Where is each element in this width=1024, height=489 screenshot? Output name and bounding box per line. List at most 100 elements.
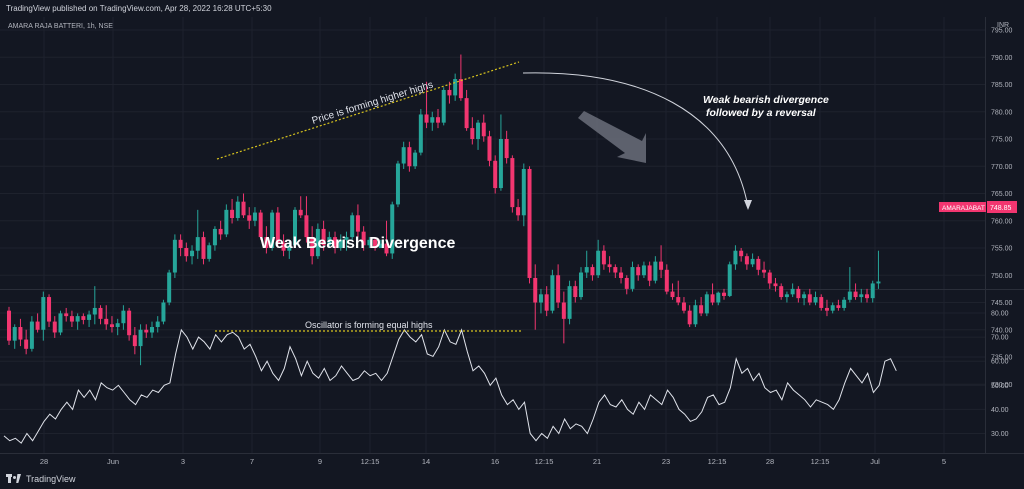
oscillator-axis[interactable]: 80.00 70.00 60.00 50.00 40.00 30.00 — [991, 311, 1009, 439]
candle — [344, 237, 349, 240]
price-tick-label: 765.00 — [991, 191, 1013, 198]
time-axis[interactable]: 28 Jun 3 7 9 12:15 14 16 12:15 21 23 12:15 28 12:15 Ju… — [40, 457, 946, 466]
time-tick-label: 12:15 — [535, 457, 554, 466]
candle — [464, 98, 469, 129]
candle — [659, 261, 664, 270]
price-tick-label: 740.00 — [991, 327, 1013, 334]
candle — [733, 250, 738, 265]
candle — [338, 239, 343, 248]
candle — [298, 209, 303, 216]
candle — [710, 294, 715, 303]
candle — [41, 297, 46, 330]
candle — [790, 288, 795, 295]
time-tick-label: 7 — [250, 457, 254, 466]
tradingview-logo[interactable]: TradingView — [6, 473, 76, 484]
candle — [167, 272, 172, 303]
time-tick-label: 23 — [662, 457, 670, 466]
candle — [476, 122, 481, 139]
candle — [533, 277, 538, 303]
candle — [550, 275, 555, 311]
candle — [390, 204, 395, 254]
candle — [315, 228, 320, 257]
candle — [762, 269, 767, 273]
candle — [7, 310, 11, 341]
candle — [321, 228, 326, 246]
down-arrow-icon — [578, 111, 646, 163]
candle — [613, 267, 618, 273]
price-tick-label: 785.00 — [991, 82, 1013, 89]
candle — [470, 128, 475, 139]
candle — [636, 267, 641, 276]
candle — [796, 288, 801, 299]
candle — [224, 209, 229, 235]
candle — [52, 321, 57, 333]
candle — [561, 302, 566, 319]
candle — [367, 239, 372, 246]
candle — [195, 237, 200, 251]
candle — [218, 228, 223, 235]
candle — [584, 267, 589, 273]
candle — [252, 212, 257, 221]
candle — [699, 305, 704, 314]
candle — [24, 339, 29, 349]
candle — [447, 89, 452, 96]
time-tick-label: Jul — [870, 457, 880, 466]
candle — [579, 272, 583, 298]
candle — [567, 286, 572, 319]
candle — [767, 272, 772, 284]
time-tick-label: 21 — [593, 457, 601, 466]
candle — [504, 139, 509, 159]
candle — [424, 114, 429, 123]
price-trendline[interactable] — [216, 61, 520, 160]
candle — [127, 310, 132, 336]
price-tick-label: 780.00 — [991, 109, 1013, 116]
candle — [327, 237, 332, 246]
candle — [704, 294, 709, 314]
candle — [876, 281, 881, 284]
candle — [247, 215, 252, 221]
time-tick-label: 12:15 — [708, 457, 727, 466]
candle — [104, 318, 109, 325]
candle — [395, 163, 400, 205]
candle — [693, 305, 698, 325]
candle — [830, 305, 835, 311]
candle — [310, 237, 315, 257]
candle — [12, 327, 17, 341]
oscillator-tick-label: 60.00 — [991, 359, 1009, 366]
candle — [727, 264, 732, 296]
candle — [361, 231, 366, 246]
candle — [516, 207, 521, 216]
symbol-label: AMARA RAJA BATTERI, 1h, NSE — [8, 23, 113, 30]
candle — [138, 329, 143, 347]
candle — [413, 152, 418, 167]
candle — [510, 158, 515, 208]
candle — [481, 122, 486, 137]
oscillator-tick-label: 70.00 — [991, 335, 1009, 342]
candle — [853, 291, 858, 298]
price-axis[interactable]: 795.00 790.00 785.00 780.00 775.00 770.00 765.… — [991, 28, 1013, 389]
candle — [538, 294, 543, 303]
tradingview-brand: TradingView — [26, 473, 76, 484]
candle — [155, 321, 160, 328]
candle — [18, 327, 23, 340]
time-tick-label: 3 — [181, 457, 185, 466]
candle — [373, 239, 378, 248]
candle — [750, 258, 755, 265]
candle — [98, 307, 103, 319]
price-tick-label: 795.00 — [991, 28, 1013, 35]
candle — [641, 265, 646, 276]
oscillator-pane — [3, 328, 897, 444]
candle — [590, 267, 595, 276]
candle — [35, 321, 40, 330]
candle — [418, 114, 423, 153]
price-tick-label: 770.00 — [991, 164, 1013, 171]
candle — [807, 294, 812, 303]
candle — [527, 168, 532, 278]
candle — [859, 294, 864, 298]
candle — [521, 168, 526, 216]
oscillator-tick-label: 30.00 — [991, 431, 1009, 438]
price-tick-label: 735.00 — [991, 355, 1013, 362]
candle — [29, 321, 34, 349]
candle — [842, 299, 847, 308]
